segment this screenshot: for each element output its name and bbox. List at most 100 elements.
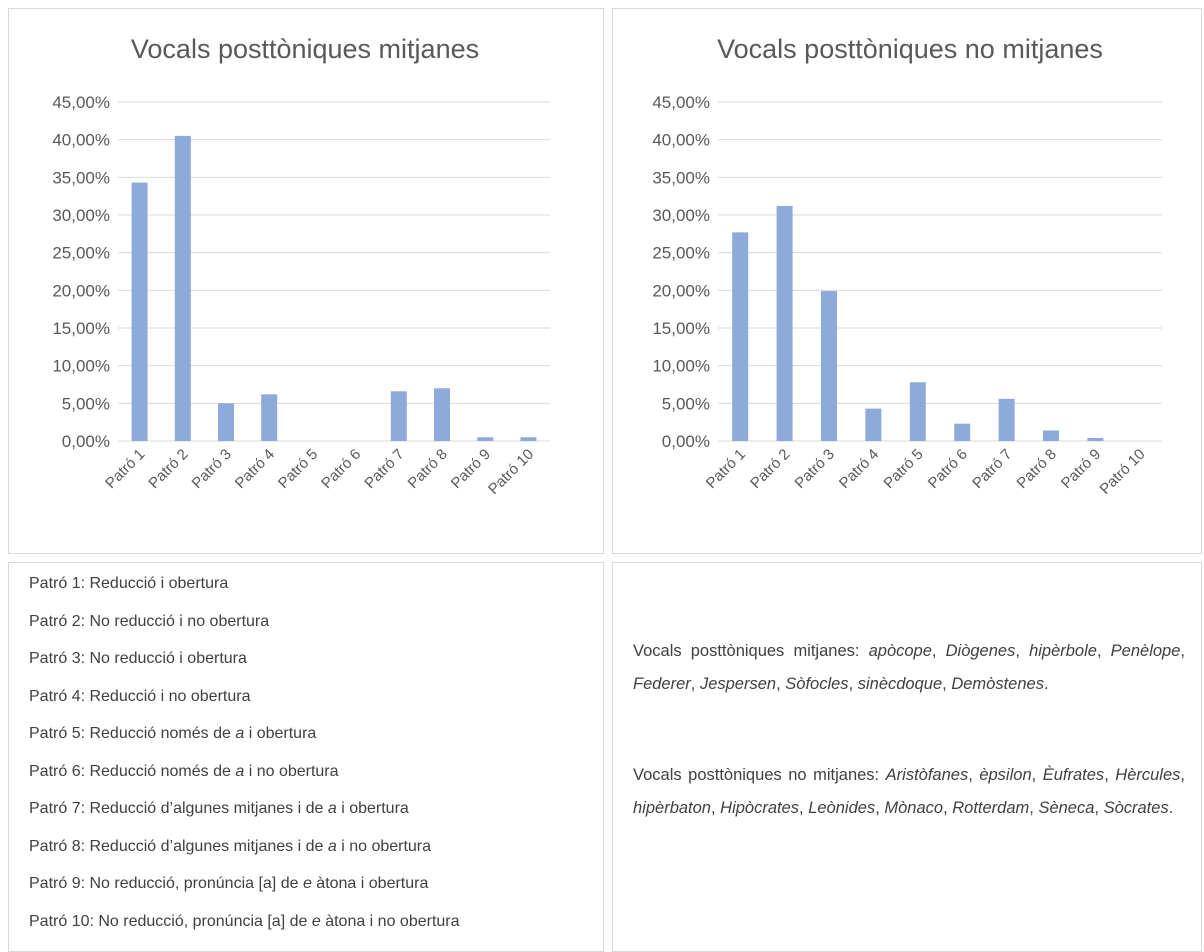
bar — [821, 291, 837, 441]
bar — [261, 394, 278, 441]
pattern-list: Patró 1: Reducció i obertura Patró 2: No … — [29, 565, 581, 940]
pattern-line: Patró 2: No reducció i no obertura — [29, 603, 581, 641]
y-tick-label: 25,00% — [652, 244, 710, 263]
chart-title: Vocals posttòniques no mitjanes — [717, 34, 1103, 64]
bar — [131, 182, 148, 441]
x-tick-label: Patró 10 — [1097, 446, 1149, 498]
text-run: , — [1015, 642, 1030, 660]
italic-run: Mònaco — [884, 799, 944, 817]
bar — [434, 388, 450, 441]
y-tick-label: 35,00% — [52, 168, 110, 187]
italic-run: sinècdoque — [857, 675, 943, 693]
text-run: , — [690, 675, 700, 693]
y-tick-label: 45,00% — [52, 93, 110, 112]
text-run: , — [1094, 799, 1104, 817]
text-run: Patró 4: Reducció i no obertura — [29, 687, 251, 705]
bar — [218, 403, 234, 441]
y-tick-label: 10,00% — [652, 357, 710, 376]
italic-run: Èufrates — [1042, 766, 1105, 784]
y-tick-label: 20,00% — [52, 281, 110, 300]
italic-run: a — [327, 800, 337, 817]
italic-run: Hèrcules — [1115, 766, 1181, 784]
bar — [954, 423, 971, 441]
text-run: , — [943, 799, 953, 817]
pattern-line: Patró 4: Reducció i no obertura — [29, 678, 581, 716]
text-run: Patró 1: Reducció i obertura — [29, 575, 229, 592]
bar — [776, 205, 793, 441]
bar — [732, 232, 749, 441]
pattern-line: Patró 3: No reducció i obertura — [29, 640, 581, 678]
pattern-line: Patró 1: Reducció i obertura — [29, 565, 581, 603]
y-tick-label: 0,00% — [662, 432, 710, 451]
text-run: , — [799, 799, 809, 817]
bar — [909, 382, 926, 441]
y-tick-label: 35,00% — [652, 168, 710, 187]
bar — [174, 135, 191, 441]
text-run: Vocals posttòniques no mitjanes: — [633, 766, 886, 784]
text-run: àtona i obertura — [311, 875, 429, 892]
y-tick-label: 40,00% — [52, 131, 110, 150]
text-run: , — [1096, 642, 1111, 660]
y-tick-label: 10,00% — [52, 357, 110, 376]
y-tick-label: 0,00% — [62, 432, 110, 451]
chart-box — [612, 8, 1202, 554]
text-run: Patró 7: Reducció d’algunes mitjanes i d… — [29, 800, 328, 817]
notes-box: Vocals posttòniques mitjanes: apòcope, D… — [612, 562, 1202, 952]
pattern-line: Patró 8: Reducció d’algunes mitjanes i d… — [29, 828, 581, 866]
text-run: Patró 5: Reducció només de — [29, 725, 236, 742]
x-tick-label: Patró 1 — [703, 446, 749, 492]
italic-run: a — [235, 725, 245, 742]
y-tick-label: 40,00% — [652, 131, 710, 150]
y-tick-label: 30,00% — [52, 206, 110, 225]
x-tick-label: Patró 8 — [405, 446, 451, 492]
italic-run: èpsilon — [979, 766, 1032, 784]
italic-run: hipèrbole — [1029, 642, 1097, 660]
word-list: Vocals posttòniques no mitjanes: Aristòf… — [633, 759, 1185, 825]
bar — [1043, 430, 1059, 441]
italic-run: a — [235, 762, 245, 780]
charts: Vocals posttòniques mitjanes 0,00% 5,00% 10… — [52, 34, 1162, 498]
text-run: àtona i no obertura — [320, 912, 460, 930]
italic-run: Aristòfanes — [885, 766, 969, 784]
bar — [865, 408, 882, 441]
italic-run: apòcope — [868, 642, 932, 660]
x-tick-label: Patró 8 — [1014, 446, 1060, 492]
text-run: i obertura — [244, 725, 317, 742]
text-run: , — [1031, 766, 1043, 784]
text-run: Patró 10: No reducció, pronúncia [a] de — [29, 912, 312, 930]
bar — [1087, 437, 1104, 441]
italic-run: Federer — [633, 675, 691, 693]
text-run: , — [710, 799, 721, 817]
text-run: , — [1180, 642, 1185, 660]
y-tick-label: 5,00% — [62, 394, 110, 413]
italic-run: e — [311, 912, 321, 930]
legend-box: Patró 1: Reducció i obertura Patró 2: No … — [8, 562, 604, 952]
text-run: , — [848, 675, 858, 693]
italic-run: Sòfocles — [785, 675, 849, 693]
x-tick-label: Patró 5 — [275, 446, 321, 492]
text-run: , — [942, 675, 952, 693]
word-list: Vocals posttòniques mitjanes: apòcope, D… — [633, 635, 1185, 701]
text-run: , — [968, 766, 980, 784]
y-tick-label: 20,00% — [652, 281, 710, 300]
x-tick-label: Patró 10 — [485, 446, 537, 498]
text-run: Patró 2: No reducció i no obertura — [29, 612, 270, 630]
y-tick-label: 45,00% — [652, 93, 710, 112]
italic-run: Jespersen — [699, 675, 777, 693]
text-run: i no obertura — [244, 762, 339, 780]
x-tick-label: Patró 6 — [925, 446, 971, 492]
text-run: Vocals posttòniques mitjanes: — [633, 642, 869, 660]
x-tick-label: Patró 4 — [232, 446, 278, 492]
pattern-line: Patró 5: Reducció només de a i obertura — [29, 715, 581, 753]
text-run: Patró 8: Reducció d’algunes mitjanes i d… — [29, 837, 328, 855]
pattern-line: Patró 6: Reducció només de a i no obertu… — [29, 753, 581, 791]
x-tick-label: Patró 6 — [318, 446, 364, 492]
italic-run: Demòstenes — [951, 675, 1044, 693]
text-run: , — [1180, 766, 1185, 784]
bar — [520, 437, 537, 441]
pattern-line: Patró 10: No reducció, pronúncia [a] de … — [29, 903, 581, 941]
pattern-line: Patró 9: No reducció, pronúncia [a] de e… — [29, 865, 581, 903]
italic-run: Hipòcrates — [720, 799, 800, 817]
text-run: . — [1043, 675, 1049, 693]
